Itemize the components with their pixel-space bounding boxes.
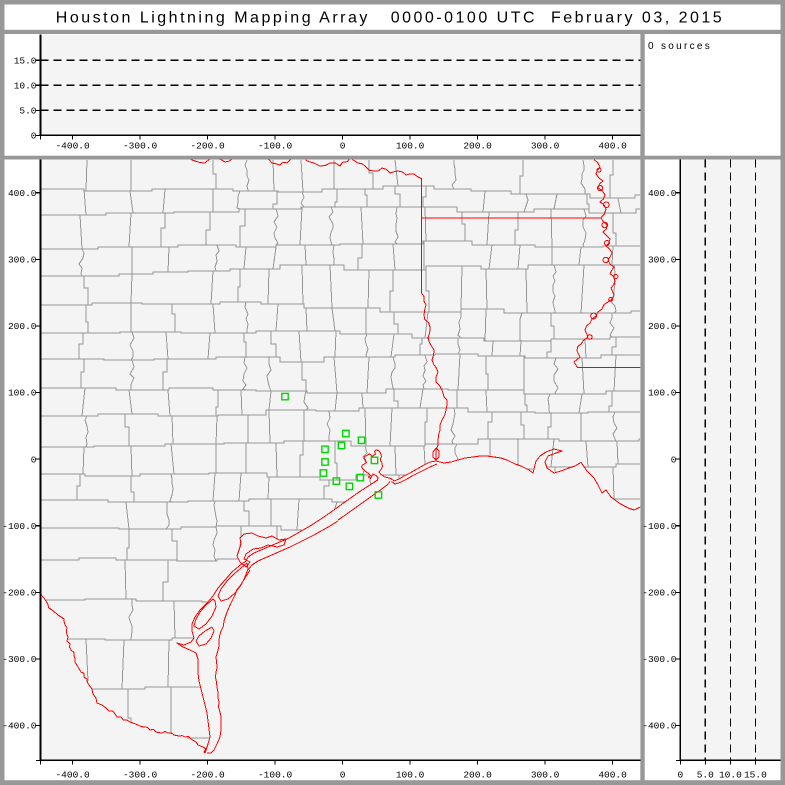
svg-text:-300.0: -300.0: [2, 654, 37, 665]
svg-text:200.0: 200.0: [463, 141, 492, 152]
svg-text:0: 0: [671, 454, 677, 465]
svg-text:15.0: 15.0: [744, 770, 767, 781]
svg-text:-100.0: -100.0: [258, 770, 293, 781]
svg-text:400.0: 400.0: [598, 770, 627, 781]
svg-text:100.0: 100.0: [396, 770, 425, 781]
svg-text:-400.0: -400.0: [642, 721, 677, 732]
svg-text:-300.0: -300.0: [123, 141, 158, 152]
svg-text:-200.0: -200.0: [190, 770, 225, 781]
svg-text:-300.0: -300.0: [642, 654, 677, 665]
svg-text:0: 0: [677, 770, 683, 781]
svg-text:0: 0: [340, 141, 346, 152]
svg-text:-200.0: -200.0: [2, 588, 37, 599]
svg-text:400.0: 400.0: [598, 141, 627, 152]
svg-text:200.0: 200.0: [463, 770, 492, 781]
svg-text:0 sources: 0 sources: [648, 41, 712, 52]
svg-text:200.0: 200.0: [648, 321, 677, 332]
svg-text:300.0: 300.0: [8, 255, 37, 266]
svg-text:5.0: 5.0: [19, 106, 36, 117]
svg-text:0: 0: [31, 454, 37, 465]
svg-text:5.0: 5.0: [697, 770, 714, 781]
svg-text:0: 0: [340, 770, 346, 781]
svg-text:-400.0: -400.0: [2, 721, 37, 732]
svg-text:-200.0: -200.0: [642, 588, 677, 599]
svg-text:-100.0: -100.0: [642, 521, 677, 532]
svg-text:-300.0: -300.0: [123, 770, 158, 781]
svg-text:100.0: 100.0: [648, 388, 677, 399]
svg-text:-100.0: -100.0: [2, 521, 37, 532]
svg-text:-200.0: -200.0: [190, 141, 225, 152]
svg-text:-100.0: -100.0: [258, 141, 293, 152]
svg-text:200.0: 200.0: [8, 321, 37, 332]
svg-text:-400.0: -400.0: [55, 141, 90, 152]
svg-text:10.0: 10.0: [719, 770, 742, 781]
svg-text:-400.0: -400.0: [55, 770, 90, 781]
svg-text:100.0: 100.0: [396, 141, 425, 152]
svg-text:300.0: 300.0: [531, 141, 560, 152]
svg-text:300.0: 300.0: [648, 255, 677, 266]
svg-text:300.0: 300.0: [531, 770, 560, 781]
svg-text:400.0: 400.0: [648, 188, 677, 199]
svg-text:400.0: 400.0: [8, 188, 37, 199]
svg-text:Houston Lightning Mapping Arra: Houston Lightning Mapping Array 0000-010…: [56, 9, 724, 26]
svg-text:10.0: 10.0: [14, 80, 37, 91]
svg-text:0: 0: [31, 131, 37, 142]
svg-text:100.0: 100.0: [8, 388, 37, 399]
svg-text:15.0: 15.0: [14, 55, 37, 66]
